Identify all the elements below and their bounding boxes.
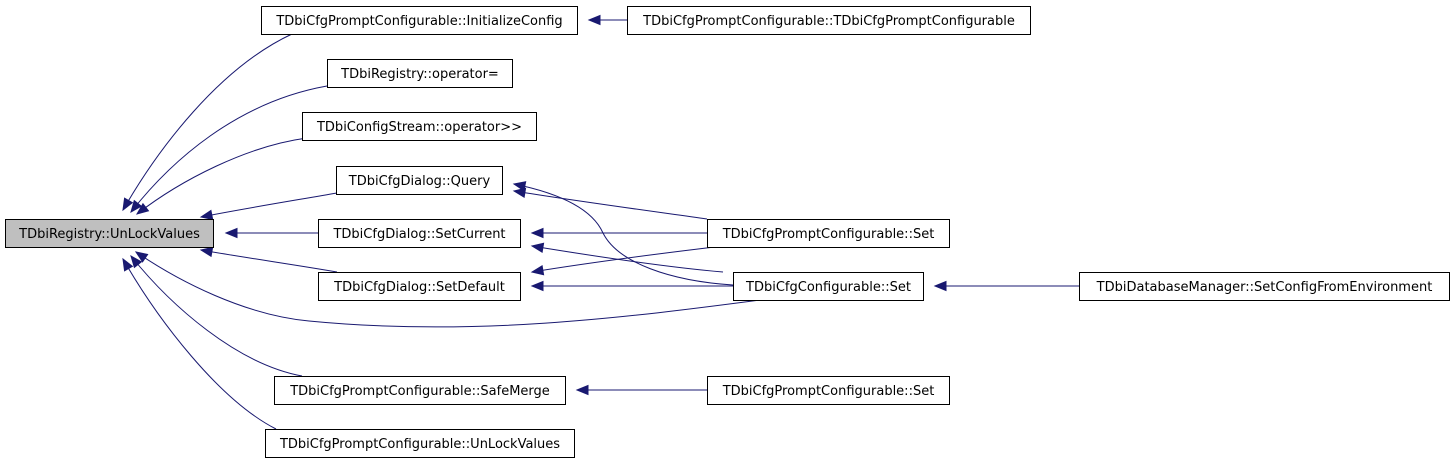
node-unlock[interactable]: TDbiCfgPromptConfigurable::UnLockValues <box>265 429 575 458</box>
edges-layer <box>122 14 1079 430</box>
edge-line <box>531 245 724 273</box>
edge-query-to-root <box>199 192 338 220</box>
node-query[interactable]: TDbiCfgDialog::Query <box>336 166 503 195</box>
node-root[interactable]: TDbiRegistry::UnLockValues <box>5 219 214 248</box>
arrowhead <box>512 181 527 192</box>
edge-init-to-root <box>122 33 293 212</box>
node-box[interactable] <box>1079 272 1450 301</box>
node-label: TDbiCfgDialog::Query <box>348 174 491 189</box>
arrowhead <box>199 209 214 220</box>
arrowhead <box>530 242 545 254</box>
edge-setcur-to-root <box>224 227 318 239</box>
node-label: TDbiCfgPromptConfigurable::InitializeCon… <box>275 14 562 29</box>
node-label: TDbiCfgDialog::SetCurrent <box>332 227 505 242</box>
node-pset[interactable]: TDbiCfgPromptConfigurable::Set <box>707 219 950 248</box>
arrowhead <box>530 227 544 239</box>
node-box[interactable] <box>318 272 521 301</box>
node-label: TDbiCfgPromptConfigurable::Set <box>722 227 935 242</box>
arrowhead <box>587 14 601 26</box>
edge-safe-to-root <box>130 254 303 377</box>
edge-line <box>200 249 338 273</box>
node-label: TDbiConfigStream::operator>> <box>316 120 522 135</box>
arrowhead <box>130 254 143 269</box>
edge-pset2-to-safe <box>575 384 707 396</box>
edge-setdef-to-root <box>199 246 338 273</box>
edge-opeq-to-root <box>130 85 328 214</box>
node-label: TDbiCfgPromptConfigurable::UnLockValues <box>279 437 560 452</box>
edge-line <box>136 137 308 215</box>
arrowhead <box>530 280 544 292</box>
edge-line <box>130 255 303 377</box>
node-box[interactable] <box>336 166 503 195</box>
node-stream[interactable]: TDbiConfigStream::operator>> <box>302 112 537 141</box>
node-box[interactable] <box>302 112 537 141</box>
node-box[interactable] <box>274 376 566 405</box>
edge-dbm-to-cset <box>933 280 1079 292</box>
edge-stream-to-root <box>135 137 308 215</box>
edge-unlock-to-root <box>122 257 277 430</box>
node-label: TDbiDatabaseManager::SetConfigFromEnviro… <box>1096 280 1433 295</box>
edge-ctor-to-init <box>587 14 627 26</box>
arrowhead <box>122 257 134 272</box>
node-setdef[interactable]: TDbiCfgDialog::SetDefault <box>318 272 521 301</box>
node-label: TDbiCfgConfigurable::Set <box>745 280 911 295</box>
arrowhead <box>130 199 143 214</box>
arrowhead <box>530 264 545 276</box>
node-box[interactable] <box>327 59 513 88</box>
arrowhead <box>933 280 947 292</box>
node-box[interactable] <box>265 429 575 458</box>
node-box[interactable] <box>707 219 950 248</box>
node-box[interactable] <box>318 219 521 248</box>
edge-line <box>513 190 708 220</box>
node-safe[interactable]: TDbiCfgPromptConfigurable::SafeMerge <box>274 376 566 405</box>
node-label: TDbiCfgPromptConfigurable::TDbiCfgPrompt… <box>642 14 1015 29</box>
edge-pset-to-setcur <box>530 227 707 239</box>
arrowhead <box>134 251 149 263</box>
node-label: TDbiCfgDialog::SetDefault <box>333 280 505 295</box>
edge-line <box>200 192 338 218</box>
arrowhead <box>224 227 238 239</box>
arrowhead <box>135 202 150 215</box>
edge-line <box>122 258 277 430</box>
node-label: TDbiRegistry::UnLockValues <box>18 227 200 242</box>
arrowhead <box>199 246 214 258</box>
edge-line <box>122 33 293 211</box>
node-dbm[interactable]: TDbiDatabaseManager::SetConfigFromEnviro… <box>1079 272 1450 301</box>
arrowhead <box>122 197 134 212</box>
node-label: TDbiRegistry::operator= <box>340 67 499 82</box>
node-box[interactable] <box>261 6 578 35</box>
edge-cset-to-setcur <box>530 242 724 273</box>
node-pset2[interactable]: TDbiCfgPromptConfigurable::Set <box>707 376 950 405</box>
edge-line <box>130 85 328 213</box>
node-label: TDbiCfgPromptConfigurable::SafeMerge <box>289 384 550 399</box>
edge-line <box>531 245 724 273</box>
arrowhead <box>575 384 589 396</box>
node-setcur[interactable]: TDbiCfgDialog::SetCurrent <box>318 219 521 248</box>
arrowhead <box>512 187 527 199</box>
nodes-layer: TDbiRegistry::UnLockValuesTDbiCfgPromptC… <box>5 6 1450 458</box>
node-box[interactable] <box>5 219 214 248</box>
node-cset[interactable]: TDbiCfgConfigurable::Set <box>733 272 924 301</box>
edge-cset-to-root <box>134 251 769 328</box>
node-box[interactable] <box>627 6 1031 35</box>
node-init[interactable]: TDbiCfgPromptConfigurable::InitializeCon… <box>261 6 578 35</box>
edge-pset-to-query <box>512 187 708 220</box>
edge-line <box>135 251 769 328</box>
node-box[interactable] <box>733 272 924 301</box>
node-label: TDbiCfgPromptConfigurable::Set <box>722 384 935 399</box>
node-ctor[interactable]: TDbiCfgPromptConfigurable::TDbiCfgPrompt… <box>627 6 1031 35</box>
node-opeq[interactable]: TDbiRegistry::operator= <box>327 59 513 88</box>
edge-pset-to-setdef <box>530 245 724 276</box>
node-box[interactable] <box>707 376 950 405</box>
edge-cset-to-setdef <box>530 280 733 292</box>
